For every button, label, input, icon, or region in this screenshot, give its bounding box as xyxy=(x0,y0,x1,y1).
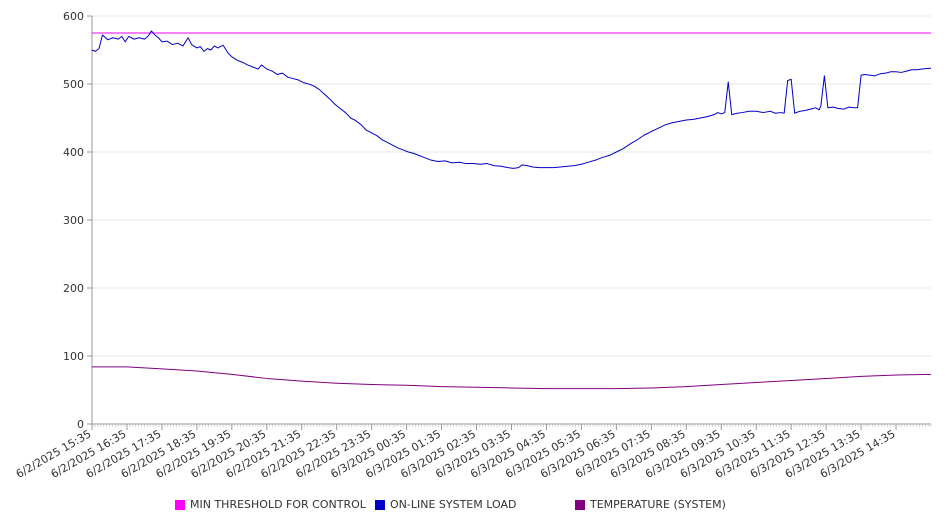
legend-label-min-threshold: MIN THRESHOLD FOR CONTROL xyxy=(190,498,366,511)
series-line-on-line-system-load xyxy=(91,30,931,169)
legend-item-temperature[interactable]: TEMPERATURE (SYSTEM) xyxy=(575,498,726,511)
y-tick-label: 100 xyxy=(63,350,84,363)
legend-swatch-temperature xyxy=(575,499,585,510)
y-tick-label: 600 xyxy=(63,10,84,23)
legend-label-system-load: ON-LINE SYSTEM LOAD xyxy=(390,498,517,511)
legend-label-temperature: TEMPERATURE (SYSTEM) xyxy=(590,498,726,511)
y-tick-label: 400 xyxy=(63,146,84,159)
series-lines xyxy=(91,30,932,390)
legend-swatch-min-threshold xyxy=(175,499,185,510)
x-tick-labels: 6/2/2025 15:356/2/2025 16:356/2/2025 17:… xyxy=(14,427,898,481)
y-tick-label: 200 xyxy=(63,282,84,295)
legend-item-min-threshold[interactable]: MIN THRESHOLD FOR CONTROL xyxy=(175,498,366,511)
y-tick-labels: 0 100 200 300 400 500 600 xyxy=(63,10,84,431)
y-tick-label: 500 xyxy=(63,78,84,91)
legend-item-system-load[interactable]: ON-LINE SYSTEM LOAD xyxy=(375,498,516,511)
series-line-temperature-system xyxy=(92,366,932,390)
y-tick-label: 300 xyxy=(63,214,84,227)
grid-lines xyxy=(92,15,931,357)
legend: MIN THRESHOLD FOR CONTROL ON-LINE SYSTEM… xyxy=(0,498,946,514)
y-tick-label: 0 xyxy=(77,418,84,431)
legend-swatch-system-load xyxy=(375,499,385,510)
axes xyxy=(87,15,932,430)
